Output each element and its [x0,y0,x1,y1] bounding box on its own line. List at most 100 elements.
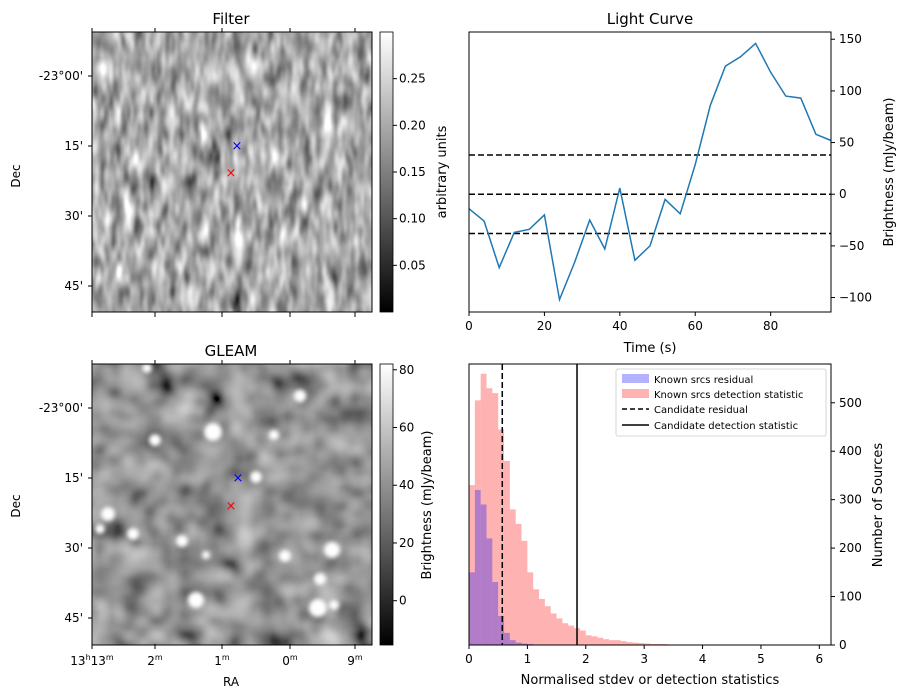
xtick-label-minutes: 9 [347,654,355,668]
hist-bar-residual [492,582,499,645]
xtick-label: 1 [524,652,532,666]
colorbar-tick-label: 0.25 [399,72,426,86]
ytick-label: 100 [839,590,862,604]
gleam-ylabel: Dec [9,494,23,517]
hist-bar-detection [509,509,516,645]
colorbar-tick-label: 0 [399,594,407,608]
hist-bar-detection [533,589,540,645]
hist-bar-detection [609,640,615,645]
hist-bar-detection [644,643,650,645]
ytick-label: 100 [839,84,862,98]
ytick-label: 400 [839,444,862,458]
ytick-label: -23°00' [39,401,83,415]
ytick-label: 45' [64,611,83,625]
hist-bar-detection [474,400,481,645]
gleam-sources [95,364,340,617]
colorbar-tick-label: 0.05 [399,258,426,272]
hist-bar-detection [638,643,645,645]
hist-bar-residual [486,538,493,645]
colorbar-tick-label: 0.15 [399,165,426,179]
xtick-label: 0m [282,653,298,668]
lightcurve-plot [468,42,832,303]
xtick-label: 0 [465,319,473,333]
xtick-label: 5 [757,652,765,666]
hist-bar-residual [474,489,481,645]
filter-ylabel: Dec [9,164,23,187]
lightcurve-xlabel: Time (s) [623,341,677,356]
legend-label-detection: Known srcs detection statistic [654,390,803,401]
legend-swatch-residual [622,374,649,383]
legend-label-candidate-detection: Candidate detection statistic [654,421,798,432]
xtick-label-m: m [290,653,298,662]
hist-bar-detection [550,613,557,645]
hist-bar-detection [515,523,522,645]
gleam-title: GLEAM [205,342,258,360]
ytick-label: 300 [839,493,862,507]
ytick-label: 500 [839,396,862,410]
lightcurve-line [468,42,832,303]
lightcurve-panel: Light Curve 0 20 40 60 80 −100 −50 0 50 100 150 T… [465,10,897,356]
hist-bar-detection [504,460,510,645]
hist-bar-detection [480,373,487,645]
xtick-label: 4 [699,652,707,666]
histogram-xticks: 0 1 2 3 4 5 6 [465,645,823,666]
ytick-label: 200 [839,541,862,555]
gleam-colorbar-label: Brightness (mJy/beam) [420,431,435,580]
filter-panel: Filter × × -23°00' 15' 30' 45' Dec 0.05 0.10… [9,10,450,317]
xtick-label: 40 [612,319,627,333]
gleam-yticks: -23°00' 15' 30' 45' [39,401,92,625]
hist-bar-detection [544,606,551,645]
lightcurve-ylabel: Brightness (mJy/beam) [882,98,897,247]
filter-marker-blue: × [232,139,243,154]
hist-bar-detection [521,540,528,645]
histogram-legend: Known srcs residual Known srcs detection… [615,368,827,437]
gleam-marker-red: × [226,499,237,514]
hist-bar-detection [585,635,592,645]
gleam-colorbar-ticks: 0 20 40 60 80 [393,363,414,608]
filter-yticks: -23°00' 15' 30' 45' [39,69,92,293]
hist-bar-residual [480,504,487,645]
ytick-label: 0 [839,187,847,201]
legend-label-residual: Known srcs residual [654,375,753,386]
ytick-label: 15' [64,471,83,485]
histogram-yticks: 0 100 200 300 400 500 [831,396,862,652]
filter-marker-red: × [226,166,237,181]
xtick-label: 1m [214,653,230,668]
xtick-label-minutes: 1 [214,654,222,668]
xtick-label: 0 [465,652,473,666]
hist-bar-detection [614,640,621,645]
filter-image [92,32,372,312]
hist-bar-residual [498,615,505,645]
hist-bar-detection [591,636,598,645]
xtick-label-h: h [86,653,91,662]
filter-colorbar-ticks: 0.05 0.10 0.15 0.20 0.25 [393,72,426,272]
hist-bar-detection [620,641,627,645]
ytick-label: -23°00' [39,69,83,83]
xtick-label: 3 [640,652,648,666]
gleam-panel: GLEAM [9,342,435,689]
hist-bar-residual [504,632,510,645]
ytick-label: 15' [64,139,83,153]
lightcurve-title: Light Curve [607,10,693,28]
legend-label-candidate-residual: Candidate residual [654,405,748,416]
hist-bar-detection [579,630,586,645]
ytick-label: 0 [839,638,847,652]
colorbar-tick-label: 0.10 [399,212,426,226]
gleam-colorbar [379,363,394,646]
lightcurve-xticks: 0 20 40 60 80 [465,312,778,333]
xtick-label: 2m [147,653,163,668]
hist-bar-detection [568,625,575,645]
histogram-plot [469,364,826,645]
hist-bar-detection [469,485,475,645]
xtick-label-m: m [355,653,363,662]
hist-bar-detection [498,429,505,645]
colorbar-tick-label: 40 [399,478,414,492]
histogram-xlabel: Normalised stdev or detection statistics [521,673,780,688]
ytick-label: 30' [64,541,83,555]
filter-colorbar [379,31,394,313]
hist-bar-detection [492,393,499,645]
histogram-panel: 0 1 2 3 4 5 6 0 100 200 300 400 500 Normalised stde… [465,363,886,688]
hist-bar-detection [603,639,610,645]
filter-colorbar-label: arbitrary units [435,125,450,218]
